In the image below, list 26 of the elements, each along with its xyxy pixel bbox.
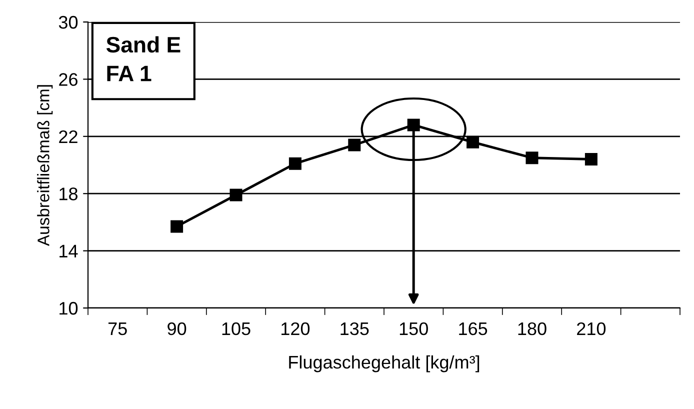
y-tick-label: 10 bbox=[60, 302, 78, 315]
point bbox=[526, 152, 538, 164]
y-tick-label: 14 bbox=[60, 244, 78, 258]
point bbox=[288, 157, 302, 170]
annotation: Sand E FA 1 bbox=[106, 36, 180, 82]
x-axis-title: Flugaschegehalt [kg/m³] bbox=[289, 355, 480, 372]
y-tick-label: 30 bbox=[58, 16, 78, 29]
x-tick-label: 165 bbox=[459, 322, 488, 336]
point bbox=[584, 153, 598, 166]
x-tick-label: 105 bbox=[222, 322, 250, 336]
x-tick-label: 210 bbox=[577, 322, 606, 336]
x-tick-label: 180 bbox=[518, 322, 546, 336]
y-tick-label: 26 bbox=[59, 73, 78, 86]
point bbox=[170, 220, 184, 233]
x-tick-label: 150 bbox=[400, 322, 428, 336]
point bbox=[407, 118, 420, 132]
point bbox=[348, 138, 361, 152]
y-axis-title: Ausbreitfließmaß [cm] bbox=[37, 85, 53, 246]
x-tick-label: 135 bbox=[340, 322, 369, 336]
point bbox=[466, 136, 480, 148]
y-tick-label: 18 bbox=[60, 188, 78, 200]
x-tick-label: 120 bbox=[282, 322, 310, 336]
point bbox=[230, 188, 242, 202]
x-tick-label: 75 bbox=[108, 322, 127, 336]
y-tick-label: 22 bbox=[59, 130, 78, 143]
x-tick-label: 90 bbox=[168, 322, 186, 336]
